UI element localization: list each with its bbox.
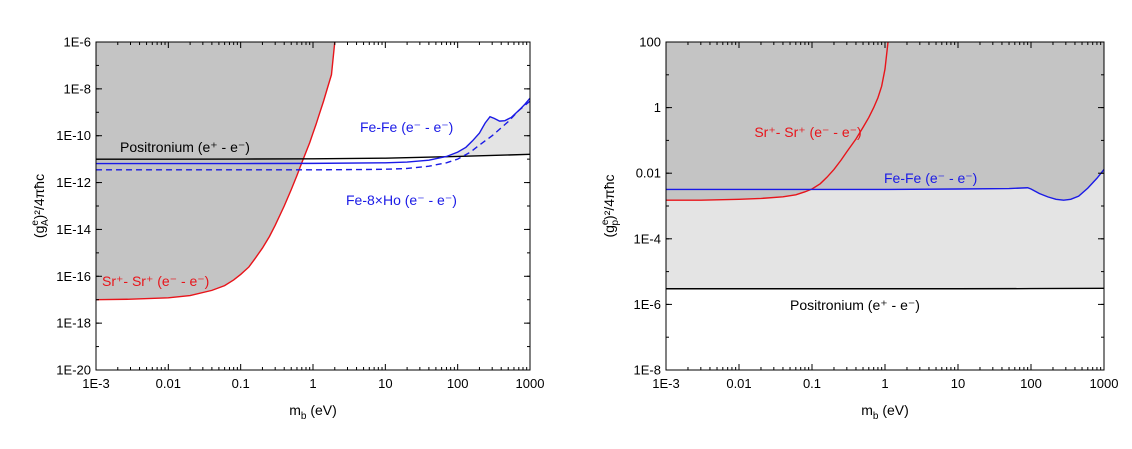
annotation-label: Positronium (e⁺ - e⁻) [790,297,920,313]
x-tick-label: 1E-3 [82,376,109,391]
series-line-fe-fe-e-e [96,97,530,165]
x-axis-label: mb (eV) [289,402,337,422]
series-line-sr-sr-e-e [96,42,336,301]
x-tick-label: 0.01 [156,376,181,391]
annotation-label: Fe-Fe (e⁻ - e⁻) [884,170,977,186]
y-axis-label-sup: e [600,219,611,225]
x-axis-label-unit: (eV) [878,402,908,418]
x-axis-label-unit: (eV) [306,402,336,418]
y-tick-label: 1 [654,100,661,115]
y-axis-label-tail: )²/4πħc [601,174,617,219]
y-axis-label-sup: e [30,220,41,226]
x-tick-label: 1 [309,376,316,391]
y-axis-label-main: (g [601,225,617,237]
series-line-fe-fe-e-e [666,169,1104,201]
x-axis-label: mb (eV) [861,402,909,422]
x-tick-label: 0.1 [232,376,250,391]
plot-area [666,42,1104,290]
y-tick-label: 1E-20 [56,363,91,378]
y-tick-label: 1E-4 [634,231,661,246]
shaded-region-2 [666,42,1104,201]
y-tick-label: 100 [639,35,661,50]
x-tick-label: 1000 [1090,376,1119,391]
x-tick-label: 1E-3 [652,376,679,391]
x-axis-label-sub: b [301,411,307,422]
series-line-fe-8-ho-e-e [96,100,530,171]
y-axis-label-main: (g [31,226,47,238]
plot-area [96,42,530,301]
y-axis-label-tail: )²/4πħc [31,174,47,219]
x-axis-label-sub: b [873,411,879,422]
y-tick-label: 1E-14 [56,222,91,237]
chart-panel-1: 1E-3 0.01 0.1 1 10 100 1000 1E-6 1E-8 1E-10 1E-12 1… [30,35,544,423]
series-line-sr-sr-e-e [666,42,889,201]
x-tick-label: 100 [1020,376,1042,391]
annotation-label: Fe-Fe (e⁻ - e⁻) [360,119,453,135]
y-tick-label: 1E-12 [56,175,91,190]
y-tick-label: 1E-8 [634,363,661,378]
y-tick-label: 1E-6 [634,297,661,312]
annotation-label: Fe-8×Ho (e⁻ - e⁻) [346,192,457,208]
annotation-label: Positronium (e⁺ - e⁻) [120,139,250,155]
x-tick-label: 10 [951,376,965,391]
y-tick-label: 1E-6 [64,35,91,50]
y-axis-label-sub: p [610,220,621,226]
annotation-label: Sr⁺- Sr⁺ (e⁻ - e⁻) [102,273,209,289]
y-tick-label: 1E-8 [64,81,91,96]
x-axis-label-main: m [289,402,301,418]
y-tick-label: 0.01 [636,166,661,181]
shaded-region-1 [96,42,335,300]
y-tick-label: 1E-18 [56,316,91,331]
y-axis-label: (gep)²/4πħc [600,174,621,237]
x-tick-label: 0.1 [803,376,821,391]
x-tick-label: 100 [447,376,469,391]
series-line-positronium-e-e [96,153,530,160]
shaded-region-2 [96,98,530,160]
y-axis-label-sub: A [40,219,51,226]
y-tick-label: 1E-10 [56,128,91,143]
y-axis-label: (geA)²/4πħc [30,174,51,238]
x-tick-label: 0.01 [726,376,751,391]
x-tick-label: 1 [881,376,888,391]
x-tick-label: 10 [378,376,392,391]
x-tick-label: 1000 [516,376,545,391]
annotation-label: Sr⁺- Sr⁺ (e⁻ - e⁻) [754,124,861,140]
y-tick-label: 1E-16 [56,269,91,284]
x-axis-label-main: m [861,402,873,418]
chart-panel-2: 1E-3 0.01 0.1 1 10 100 1000 100 1 0.01 1E-4 1E-6 1E-… [600,35,1118,423]
